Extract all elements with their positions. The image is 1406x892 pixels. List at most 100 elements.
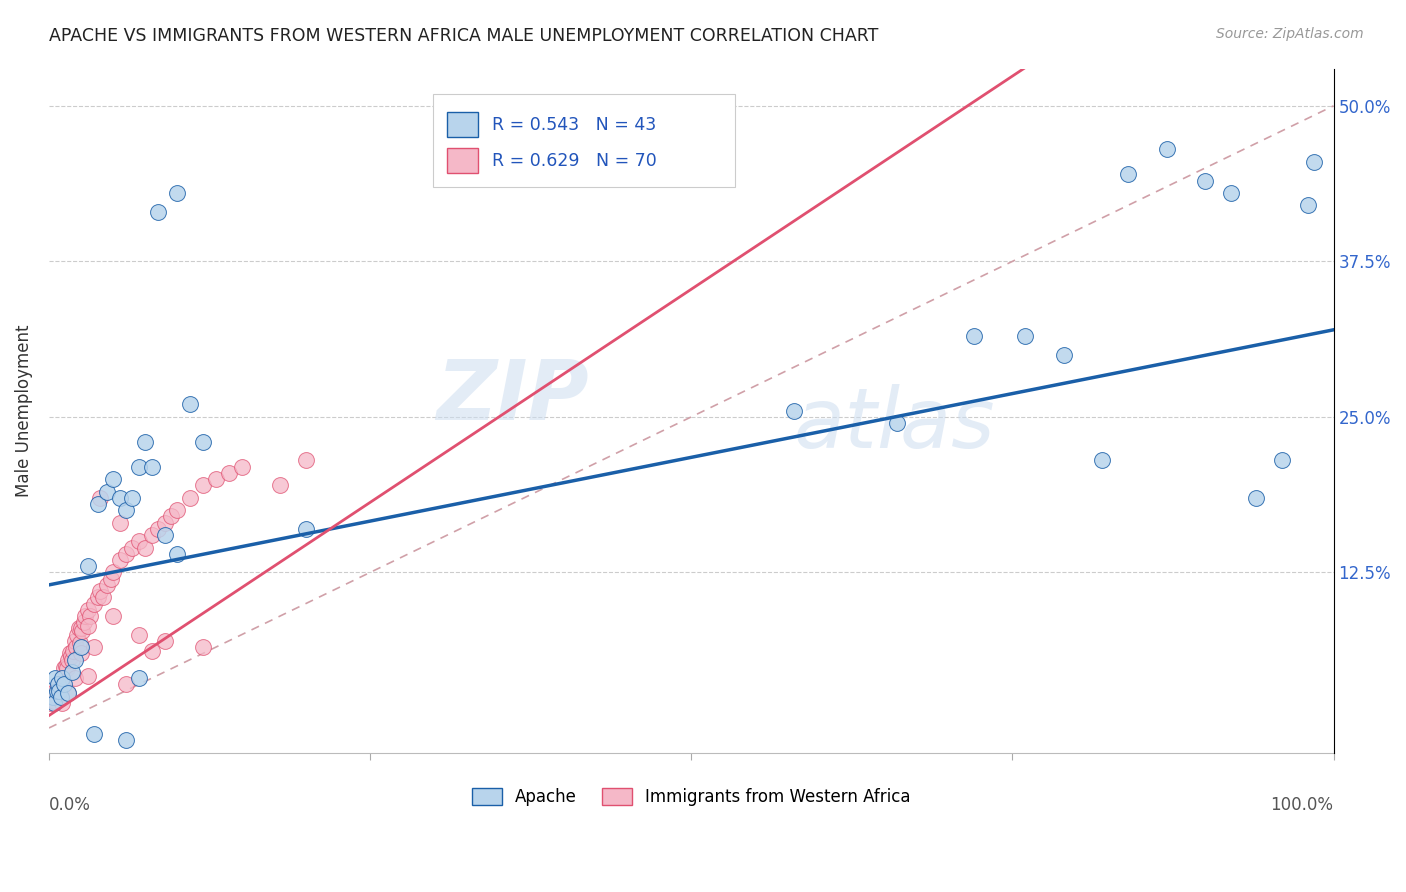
Point [103, 609, 125, 624]
Point [45, 690, 67, 704]
Point [1053, 348, 1076, 362]
Point [108, 553, 131, 567]
Point [115, 503, 138, 517]
Point [179, 491, 201, 505]
Point [218, 466, 240, 480]
Point [141, 528, 163, 542]
Point [1219, 186, 1241, 200]
Point [39, 696, 62, 710]
Point [83, 597, 105, 611]
Point [179, 397, 201, 411]
Point [55, 658, 77, 673]
Point [1271, 453, 1294, 467]
Point [91, 591, 114, 605]
Point [191, 640, 214, 654]
Point [42, 696, 65, 710]
Point [42, 693, 65, 707]
Point [72, 615, 94, 630]
Point [153, 633, 176, 648]
Point [83, 727, 105, 741]
Point [79, 609, 101, 624]
Point [1296, 198, 1319, 212]
Point [48, 683, 70, 698]
Point [62, 644, 84, 658]
Point [63, 671, 86, 685]
Point [83, 640, 105, 654]
Point [89, 584, 111, 599]
Point [46, 677, 69, 691]
Point [96, 484, 118, 499]
Point [1194, 173, 1216, 187]
Point [1116, 167, 1139, 181]
Point [76, 559, 98, 574]
Point [58, 686, 80, 700]
Point [42, 690, 65, 704]
Point [48, 680, 70, 694]
Point [128, 534, 150, 549]
Point [886, 416, 908, 430]
Point [108, 491, 131, 505]
Point [46, 677, 69, 691]
Point [63, 652, 86, 666]
Point [153, 528, 176, 542]
Point [1156, 142, 1178, 156]
Legend: Apache, Immigrants from Western Africa: Apache, Immigrants from Western Africa [465, 781, 918, 813]
Point [63, 633, 86, 648]
Point [160, 509, 183, 524]
Point [72, 624, 94, 638]
Point [87, 591, 110, 605]
Y-axis label: Male Unemployment: Male Unemployment [15, 325, 32, 497]
Point [45, 683, 67, 698]
Point [59, 648, 82, 663]
Text: atlas: atlas [794, 384, 995, 465]
Point [60, 665, 83, 679]
Point [128, 671, 150, 685]
Point [231, 459, 253, 474]
Point [100, 572, 122, 586]
Point [70, 646, 93, 660]
Point [70, 622, 93, 636]
Point [963, 329, 986, 343]
Point [166, 186, 188, 200]
Point [66, 627, 89, 641]
Point [56, 661, 79, 675]
Point [65, 640, 87, 654]
Point [87, 497, 110, 511]
Point [166, 503, 188, 517]
Point [153, 516, 176, 530]
Point [141, 644, 163, 658]
Text: ZIP: ZIP [436, 357, 589, 437]
Point [41, 690, 63, 704]
Point [146, 204, 169, 219]
Point [134, 434, 156, 449]
Point [60, 652, 83, 666]
Point [73, 609, 96, 624]
Point [115, 677, 138, 691]
Point [205, 472, 228, 486]
Point [115, 547, 138, 561]
Point [58, 652, 80, 666]
Point [53, 677, 76, 691]
Point [76, 669, 98, 683]
Point [191, 434, 214, 449]
Text: R = 0.543   N = 43: R = 0.543 N = 43 [492, 116, 657, 134]
Point [1091, 453, 1114, 467]
Text: 100.0%: 100.0% [1271, 797, 1333, 814]
Point [69, 636, 91, 650]
Point [121, 491, 143, 505]
Point [134, 541, 156, 555]
Text: APACHE VS IMMIGRANTS FROM WESTERN AFRICA MALE UNEMPLOYMENT CORRELATION CHART: APACHE VS IMMIGRANTS FROM WESTERN AFRICA… [49, 27, 879, 45]
Point [295, 453, 318, 467]
Point [103, 472, 125, 486]
Point [76, 619, 98, 633]
Point [51, 671, 73, 685]
Text: Source: ZipAtlas.com: Source: ZipAtlas.com [1216, 27, 1364, 41]
Point [108, 516, 131, 530]
Point [128, 627, 150, 641]
Point [269, 478, 291, 492]
Point [51, 696, 73, 710]
Point [166, 547, 188, 561]
Point [121, 541, 143, 555]
Point [76, 603, 98, 617]
Point [44, 683, 66, 698]
